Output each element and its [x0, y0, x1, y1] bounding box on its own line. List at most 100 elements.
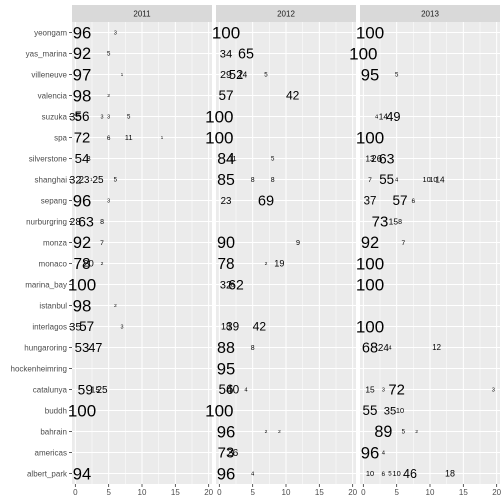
point-label-monaco: 2: [101, 261, 104, 267]
point-label-spa: 72: [74, 131, 91, 147]
point-label-shanghai: 5: [114, 177, 118, 184]
x-tick-label: 15: [315, 488, 324, 497]
point-label-suzuka: 49: [386, 109, 400, 124]
x-tick-label: 20: [204, 488, 213, 497]
point-label-villeneuve: 29: [220, 69, 232, 81]
point-label-shanghai: 8: [251, 177, 255, 184]
point-label-albert-park: 96: [217, 464, 236, 483]
point-label-silverstone: 5: [271, 156, 275, 163]
point-label-marina-bay: 32: [220, 279, 232, 291]
point-label-suzuka: 35: [69, 111, 82, 123]
point-label-hungaroring: 53: [75, 340, 90, 355]
point-label-valencia: 42: [286, 89, 300, 103]
point-label-hockenheimring: 95: [217, 359, 236, 378]
point-label-sepang: 6: [412, 198, 416, 205]
point-label-yeongam: 100: [356, 23, 384, 42]
point-label-bahrain: 96: [217, 422, 236, 441]
y-tick-label-interlagos: interlagos: [32, 323, 67, 332]
x-tick-label: 0: [73, 488, 78, 497]
point-label-americas: 26: [227, 448, 239, 459]
point-label-interlagos: 57: [79, 319, 94, 334]
y-tick-label-albert-park: albert_park: [27, 470, 68, 479]
point-label-shanghai: 25: [92, 175, 104, 186]
facet-strip: [360, 5, 500, 22]
y-tick-label-yeongam: yeongam: [34, 29, 67, 38]
point-label-catalunya: 4: [244, 388, 248, 394]
point-label-catalunya: 15: [365, 384, 375, 394]
point-label-nurburgring: 28: [70, 217, 82, 228]
point-label-yas-marina: 5: [107, 51, 111, 58]
x-tick-label: 10: [426, 488, 435, 497]
point-label-monza: 92: [361, 234, 379, 252]
point-label-hungaroring: 8: [251, 345, 255, 352]
y-tick-label-monza: monza: [43, 239, 68, 248]
point-label-hungaroring: 4: [388, 346, 392, 352]
point-label-bahrain: 2: [415, 429, 418, 435]
y-tick-label-catalunya: catalunya: [33, 386, 68, 395]
point-label-spa: 11: [125, 133, 133, 142]
x-tick-label: 20: [348, 488, 357, 497]
point-label-interlagos: 42: [253, 320, 267, 334]
y-tick-label-istanbul: istanbul: [39, 302, 67, 311]
point-label-shanghai: 32: [69, 174, 81, 186]
point-label-silverstone: 63: [379, 150, 395, 166]
point-label-silverstone: 26: [371, 154, 383, 165]
point-label-suzuka: 4: [375, 115, 379, 121]
point-label-nurburgring: 63: [78, 213, 94, 229]
point-label-interlagos: 100: [356, 317, 384, 336]
y-tick-label-monaco: monaco: [39, 260, 68, 269]
point-label-sepang: 37: [364, 196, 377, 208]
point-label-marina-bay: 100: [68, 275, 96, 294]
point-label-interlagos: 3: [120, 324, 123, 330]
point-label-bahrain: 2: [278, 429, 281, 435]
point-label-silverstone: 84: [217, 151, 235, 168]
point-label-buddh: 35: [384, 405, 397, 417]
point-label-villeneuve: 95: [361, 65, 380, 84]
y-tick-label-hockenheimring: hockenheimring: [11, 365, 67, 374]
point-label-suzuka: 3: [107, 114, 110, 120]
point-label-bahrain: 2: [265, 429, 268, 435]
point-label-monza: 90: [217, 234, 235, 252]
point-label-yas-marina: 100: [349, 44, 377, 63]
point-label-monaco: 78: [73, 256, 90, 273]
y-tick-label-silverstone: silverstone: [29, 155, 68, 164]
point-label-sepang: 96: [73, 191, 92, 210]
point-label-buddh: 55: [363, 403, 378, 418]
point-label-monza: 7: [401, 240, 405, 247]
point-label-villeneuve: 5: [264, 72, 268, 79]
x-tick-label: 20: [492, 488, 501, 497]
facet-strip-label: 2011: [133, 10, 151, 19]
point-label-sepang: 3: [107, 198, 110, 204]
point-label-silverstone: 11: [229, 154, 237, 163]
x-tick-label: 5: [250, 488, 255, 497]
x-tick-label: 5: [394, 488, 399, 497]
point-label-catalunya: 59: [78, 382, 93, 397]
point-label-silverstone: 54: [75, 151, 90, 166]
point-label-nurburgring: 15: [389, 216, 399, 226]
point-label-marina-bay: 6: [231, 282, 235, 289]
facet-strip: [216, 5, 356, 22]
point-label-yeongam: 3: [114, 30, 117, 36]
point-label-monaco: 100: [356, 254, 384, 273]
point-label-spa: 100: [205, 128, 233, 147]
point-label-catalunya: 56: [219, 382, 234, 397]
point-label-nurburgring: 73: [372, 214, 389, 231]
point-label-monaco: 19: [274, 259, 284, 269]
point-label-monza: 7: [100, 240, 104, 247]
facet-strip-label: 2013: [421, 10, 439, 19]
point-label-sepang: 69: [258, 194, 274, 210]
y-tick-label-nurburgring: nurburgring: [26, 218, 67, 227]
point-label-suzuka: 3: [100, 114, 103, 120]
point-label-monaco: 2: [265, 261, 268, 267]
point-label-shanghai: 10: [429, 175, 437, 184]
point-label-villeneuve: 1: [121, 72, 124, 77]
point-label-monza: 92: [73, 234, 91, 252]
point-label-americas: 4: [382, 451, 386, 457]
point-label-marina-bay: 100: [356, 275, 384, 294]
point-label-shanghai: 10: [423, 175, 431, 184]
x-tick-label: 15: [459, 488, 468, 497]
y-tick-label-valencia: valencia: [38, 92, 68, 101]
